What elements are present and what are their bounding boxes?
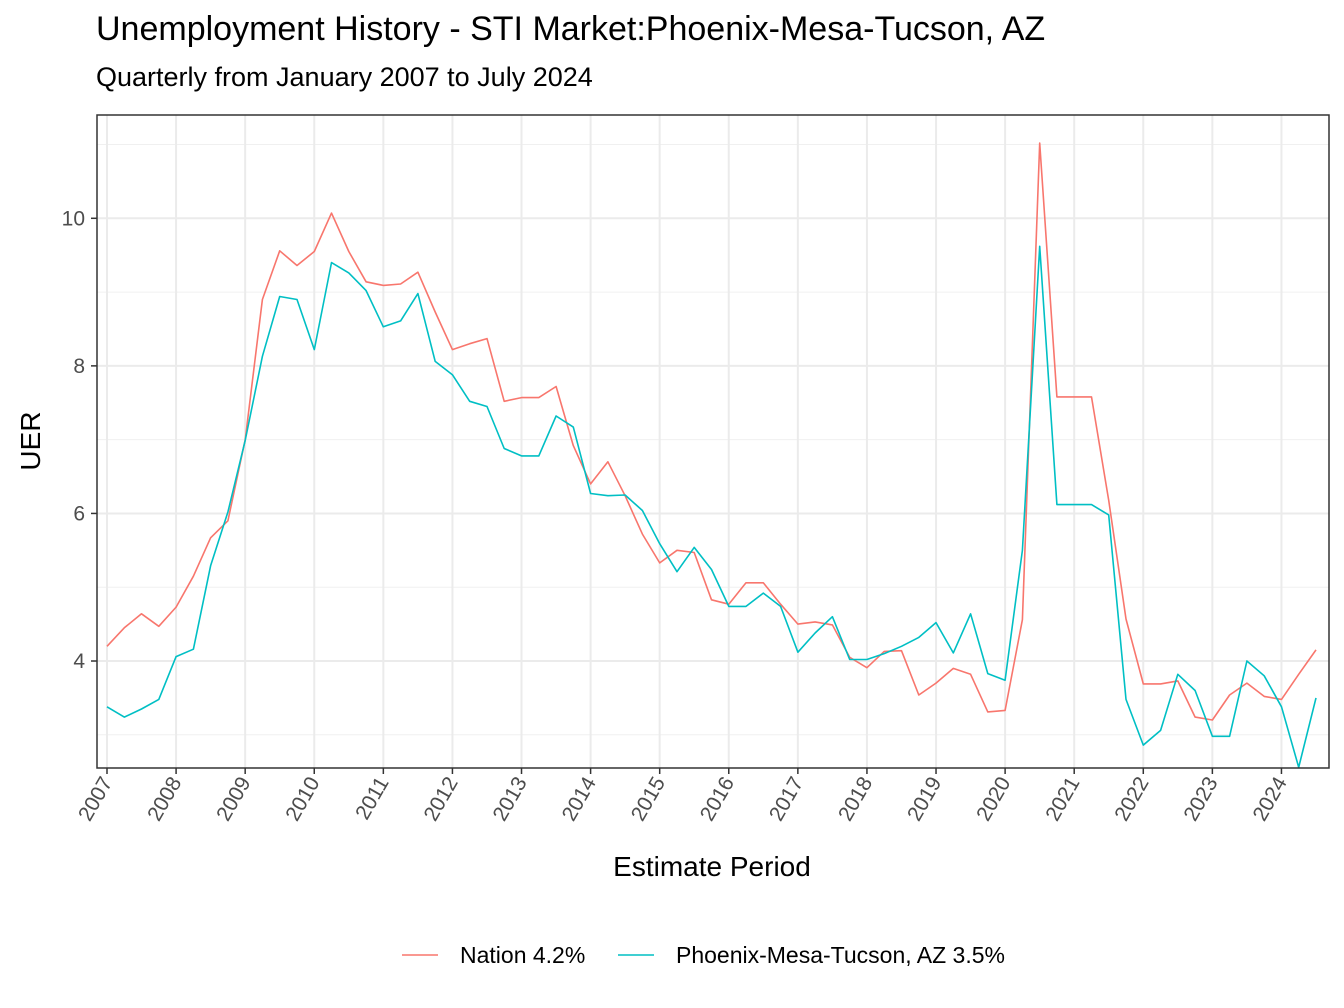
x-tick-label: 2010 xyxy=(281,773,324,825)
plot-panel-border xyxy=(96,114,1330,769)
axis-ticks xyxy=(91,217,1283,774)
x-tick-label: 2019 xyxy=(903,773,946,825)
x-tick-label: 2022 xyxy=(1110,773,1153,825)
x-tick-label: 2012 xyxy=(419,773,462,825)
legend: Nation 4.2% Phoenix-Mesa-Tucson, AZ 3.5% xyxy=(402,942,1005,968)
x-tick-label: 2016 xyxy=(696,773,739,825)
y-tick-label: 6 xyxy=(73,502,85,525)
legend-label-nation: Nation 4.2% xyxy=(460,942,585,968)
x-tick-label: 2011 xyxy=(351,773,394,824)
series-line-nation xyxy=(106,142,1317,721)
chart-title: Unemployment History - STI Market:Phoeni… xyxy=(96,10,1046,48)
x-tick-label: 2009 xyxy=(212,773,255,825)
x-tick-label: 2015 xyxy=(627,773,670,825)
x-tick-labels: 2007 2008 2009 2010 2011 2012 2013 2014 2015 2016… xyxy=(74,773,1292,825)
y-tick-label: 4 xyxy=(73,650,85,673)
x-tick-label: 2018 xyxy=(834,773,877,825)
y-tick-label: 10 xyxy=(62,207,85,230)
x-tick-label: 2024 xyxy=(1249,773,1292,825)
x-tick-label: 2020 xyxy=(972,773,1015,825)
grid-minor xyxy=(97,144,1329,736)
series-layer xyxy=(106,142,1317,769)
x-tick-label: 2017 xyxy=(765,773,808,825)
chart-subtitle: Quarterly from January 2007 to July 2024 xyxy=(96,62,593,92)
y-tick-labels: 4 6 8 10 xyxy=(62,207,86,673)
x-axis-title: Estimate Period xyxy=(613,851,811,882)
x-tick-label: 2013 xyxy=(489,773,532,825)
legend-label-phoenix-mesa-tucson: Phoenix-Mesa-Tucson, AZ 3.5% xyxy=(676,942,1005,968)
x-tick-label: 2007 xyxy=(74,773,117,825)
y-tick-label: 8 xyxy=(73,355,85,378)
grid-major xyxy=(97,115,1329,768)
x-tick-label: 2023 xyxy=(1179,773,1222,825)
y-axis-title: UER xyxy=(15,411,46,470)
series-line-phoenix-mesa-tucson xyxy=(106,245,1317,769)
x-tick-label: 2014 xyxy=(558,773,601,825)
x-tick-label: 2021 xyxy=(1041,773,1084,825)
x-tick-label: 2008 xyxy=(143,773,186,825)
